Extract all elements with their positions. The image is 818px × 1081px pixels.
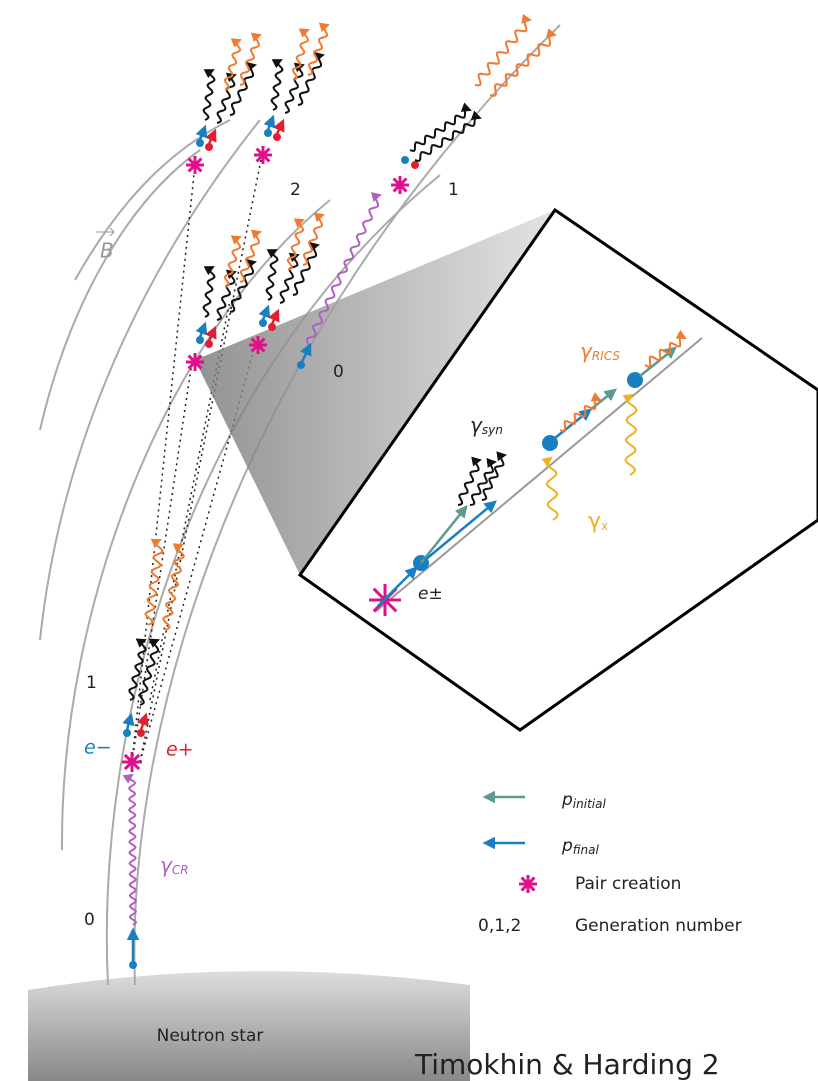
generation-label: 1	[448, 180, 459, 200]
photon-label: γCR	[160, 853, 189, 877]
pair-creation	[254, 146, 272, 164]
photon	[163, 545, 184, 630]
particle	[196, 336, 204, 344]
photon	[267, 250, 278, 300]
particle	[264, 129, 272, 137]
particle	[129, 961, 137, 969]
pair-creation	[186, 353, 204, 371]
momentum-arrow	[263, 307, 268, 320]
pair-creation	[249, 336, 267, 354]
pair-creation	[186, 156, 204, 174]
particle	[268, 323, 276, 331]
star-label: Neutron star	[157, 1026, 264, 1046]
photon	[272, 60, 283, 110]
momentum-arrow	[141, 715, 146, 730]
generation-label: 2	[290, 180, 301, 200]
momentum-arrow	[277, 121, 283, 134]
particle	[297, 361, 305, 369]
legend: pinitial pfinal Pair creation 0,1,2 Gene…	[478, 790, 742, 936]
particle	[137, 729, 145, 737]
momentum-arrow	[200, 324, 205, 337]
positron-label: e+	[166, 739, 194, 761]
momentum-arrow	[268, 117, 273, 130]
field-label: B	[100, 239, 114, 263]
photon	[129, 775, 136, 925]
generation-label: 1	[86, 673, 97, 693]
pair-label: e±	[418, 584, 443, 604]
particle	[259, 319, 267, 327]
legend-label: pfinal	[561, 836, 600, 857]
credit: Timokhin & Harding 2	[414, 1048, 720, 1081]
electron-label: e−	[84, 737, 112, 759]
particle	[401, 156, 409, 164]
pair-creation	[122, 752, 142, 772]
particle	[196, 139, 204, 147]
particle	[123, 729, 131, 737]
legend-label: Generation number	[575, 916, 742, 936]
photon	[288, 220, 303, 270]
legend-label: pinitial	[561, 790, 606, 811]
photon	[204, 70, 215, 120]
momentum-arrow	[209, 131, 215, 144]
photon	[410, 109, 470, 151]
photon	[129, 640, 145, 700]
particle	[273, 133, 281, 141]
particle	[205, 340, 213, 348]
pair-creation	[391, 176, 409, 194]
particle	[205, 143, 213, 151]
pair-creation	[519, 875, 537, 893]
generation-label: 0	[333, 362, 344, 382]
diagram: Neutron star B 2 1 0 1 0 e− e+ e± γCR γs…	[0, 0, 818, 1081]
momentum-arrow	[209, 328, 215, 341]
photon	[225, 237, 240, 287]
generation-label: 0	[84, 910, 95, 930]
momentum-arrow	[272, 311, 278, 324]
dotted-links	[132, 155, 262, 762]
photon	[293, 30, 308, 80]
legend-label: Pair creation	[575, 874, 681, 894]
particle	[411, 161, 419, 169]
photon	[475, 20, 530, 86]
photon	[204, 267, 215, 317]
photon	[225, 40, 240, 90]
legend-symbol: 0,1,2	[478, 916, 521, 936]
field-arrow	[96, 228, 114, 236]
